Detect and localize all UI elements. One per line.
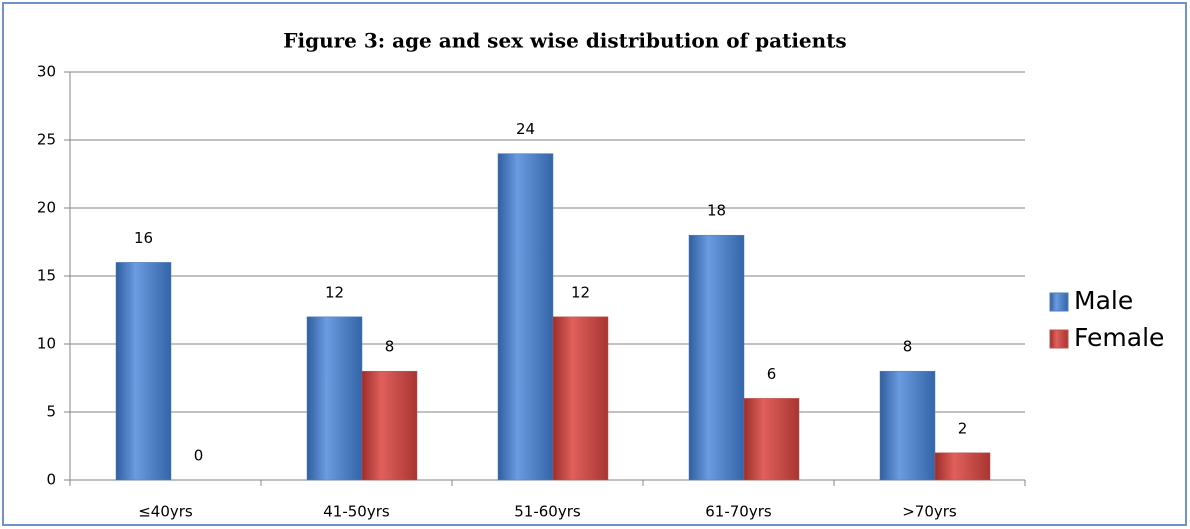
bar (115, 262, 172, 481)
data-label: 18 (707, 202, 726, 220)
bar (306, 316, 363, 481)
data-label: 2 (958, 419, 968, 437)
legend-swatch (1049, 292, 1069, 312)
data-label: 12 (325, 283, 344, 301)
chart-title: Figure 3: age and sex wise distribution … (283, 29, 846, 53)
bar (743, 398, 800, 481)
data-label: 0 (194, 447, 204, 465)
bar (934, 452, 991, 481)
legend-swatch (1049, 329, 1069, 349)
data-label: 8 (385, 338, 395, 356)
y-tick-label: 15 (37, 267, 56, 285)
bar (552, 316, 609, 481)
x-tick-label: ≤40yrs (138, 503, 193, 521)
y-tick-label: 25 (37, 131, 56, 149)
y-tick-label: 30 (37, 63, 56, 81)
legend-label: Male (1074, 286, 1133, 315)
bar (497, 153, 554, 481)
data-label: 16 (134, 229, 153, 247)
bar (879, 370, 936, 481)
x-tick-label: 51-60yrs (514, 503, 581, 521)
bar (361, 370, 418, 481)
x-tick-label: 41-50yrs (323, 503, 390, 521)
data-label: 24 (516, 120, 535, 138)
y-tick-label: 10 (37, 335, 56, 353)
y-tick-label: 20 (37, 199, 56, 217)
y-tick-label: 5 (46, 403, 56, 421)
y-tick-label: 0 (46, 471, 56, 489)
data-label: 12 (571, 283, 590, 301)
x-tick-label: 61-70yrs (705, 503, 772, 521)
x-tick-label: >70yrs (902, 503, 957, 521)
data-label: 8 (903, 338, 913, 356)
legend-label: Female (1074, 323, 1164, 352)
bar (688, 234, 745, 481)
data-label: 6 (767, 365, 777, 383)
